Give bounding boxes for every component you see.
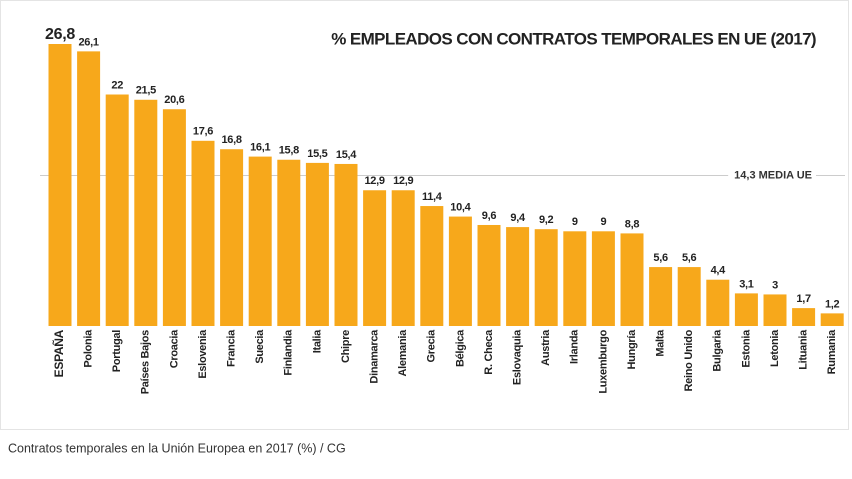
bar (677, 267, 701, 326)
x-tick-label: Irlanda (569, 329, 581, 364)
x-tick-label: Rumania (826, 329, 838, 375)
x-tick-label: Suecia (254, 329, 266, 364)
x-tick-label: ESPAÑA (51, 329, 66, 377)
x-tick-label: Hungría (626, 329, 638, 370)
value-label: 9,2 (539, 214, 554, 226)
x-tick-label: Luxemburgo (597, 329, 609, 393)
value-label: 20,6 (164, 94, 184, 106)
x-tick-label: Italia (311, 329, 323, 353)
value-label: 26,1 (78, 36, 98, 48)
x-tick-label: Polonia (83, 329, 95, 368)
x-tick-label: Croacia (168, 329, 180, 368)
x-tick-label: Bélgica (454, 329, 466, 367)
bar (734, 293, 758, 326)
value-label: 4,4 (711, 265, 727, 277)
bar (534, 229, 558, 326)
x-tick-label: Portugal (111, 330, 123, 372)
value-label: 9 (572, 216, 578, 228)
value-label: 16,1 (250, 141, 270, 153)
value-label: 21,5 (136, 85, 156, 97)
bar (162, 109, 186, 327)
x-tick-label: Finlandia (283, 329, 295, 376)
value-label: 17,6 (193, 126, 213, 138)
bar (363, 190, 387, 326)
reference-label: 14,3 MEDIA UE (734, 169, 812, 181)
value-label: 9,4 (510, 212, 526, 224)
bar (820, 313, 844, 326)
value-label: 9 (600, 216, 606, 228)
bar (191, 140, 215, 326)
value-label: 15,5 (307, 148, 327, 160)
x-tick-label: Alemania (397, 329, 409, 377)
x-tick-label: Eslovaquia (512, 329, 524, 385)
value-label: 1,2 (825, 298, 840, 310)
value-label: 3 (772, 279, 778, 291)
bar (763, 294, 787, 326)
bar (792, 308, 816, 326)
bar (134, 99, 158, 327)
value-label: 11,4 (422, 191, 443, 203)
caption: Contratos temporales en la Unión Europea… (8, 441, 346, 455)
value-label: 22 (111, 79, 123, 91)
bar (448, 216, 472, 326)
value-label: 9,6 (482, 210, 497, 222)
x-tick-label: Eslovenia (197, 329, 209, 379)
chart-title: % EMPLEADOS CON CONTRATOS TEMPORALES EN … (331, 29, 816, 48)
x-tick-label: Chipre (340, 330, 352, 363)
bar (248, 156, 272, 326)
bar (591, 231, 615, 326)
bar (391, 190, 415, 326)
x-tick-label: R. Checa (483, 329, 495, 375)
value-label: 16,8 (221, 134, 241, 146)
x-tick-label: Bulgaria (712, 329, 724, 372)
bar (649, 267, 673, 326)
value-label: 10,4 (450, 201, 471, 213)
bar (706, 279, 730, 326)
bar (277, 159, 301, 326)
x-tick-label: Malta (655, 329, 667, 357)
value-label: 5,6 (682, 252, 697, 264)
x-tick-label: Estonia (740, 329, 752, 368)
bar (77, 51, 101, 327)
bar (620, 233, 644, 326)
value-label: 26,8 (45, 26, 75, 43)
x-tick-label: Lituania (798, 329, 810, 370)
bar (420, 206, 444, 326)
value-label: 8,8 (625, 218, 640, 230)
value-label: 5,6 (653, 252, 668, 264)
value-label: 1,7 (796, 293, 811, 305)
x-tick-label: Dinamarca (369, 329, 381, 384)
bar (477, 224, 501, 326)
bar (305, 162, 329, 326)
value-label: 15,8 (279, 145, 299, 157)
value-label: 3,1 (739, 278, 754, 290)
x-tick-label: Grecia (426, 329, 438, 363)
bar (105, 94, 129, 326)
value-label: 12,9 (393, 175, 413, 187)
bar (48, 44, 72, 326)
bar (506, 227, 530, 326)
x-tick-label: Francia (226, 329, 238, 367)
x-tick-label: Austria (540, 329, 552, 366)
x-tick-label: Países Bajos (140, 330, 152, 394)
bar (563, 231, 587, 326)
x-tick-label: Letonia (769, 329, 781, 367)
bar (220, 149, 244, 326)
bar (334, 163, 358, 326)
value-label: 15,4 (336, 149, 357, 161)
value-label: 12,9 (364, 175, 384, 187)
x-tick-label: Reino Unido (683, 329, 695, 391)
